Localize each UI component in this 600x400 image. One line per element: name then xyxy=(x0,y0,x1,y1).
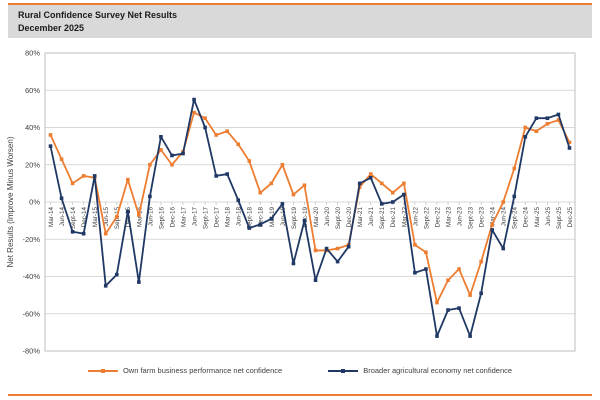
svg-text:Dec-19: Dec-19 xyxy=(302,207,309,228)
svg-text:Sept-16: Sept-16 xyxy=(158,207,165,230)
svg-text:Mar-23: Mar-23 xyxy=(445,207,452,227)
svg-text:Dec-24: Dec-24 xyxy=(523,207,530,228)
legend-item-broader-economy: Broader agricultural economy net confide… xyxy=(328,366,512,375)
svg-text:Mar-17: Mar-17 xyxy=(180,207,187,227)
svg-text:Dec-21: Dec-21 xyxy=(390,207,397,228)
svg-text:Dec-17: Dec-17 xyxy=(214,207,221,228)
svg-text:Jun-15: Jun-15 xyxy=(103,207,110,227)
svg-text:Jun-20: Jun-20 xyxy=(324,207,331,227)
svg-text:Sept-18: Sept-18 xyxy=(247,207,254,230)
svg-text:Jun-14: Jun-14 xyxy=(59,207,66,227)
svg-text:Sept-19: Sept-19 xyxy=(291,207,298,230)
svg-text:80%: 80% xyxy=(25,49,40,58)
svg-text:Dec-25: Dec-25 xyxy=(567,207,574,228)
svg-text:0%: 0% xyxy=(29,198,40,207)
legend-label-broader-economy: Broader agricultural economy net confide… xyxy=(363,366,513,375)
svg-text:-40%: -40% xyxy=(22,272,40,281)
top-accent-rule xyxy=(8,3,592,5)
svg-text:Net Results (Improve Minus Wor: Net Results (Improve Minus Worsen) xyxy=(6,136,15,267)
svg-text:20%: 20% xyxy=(25,160,40,169)
svg-text:Mar-21: Mar-21 xyxy=(357,207,364,227)
svg-text:-60%: -60% xyxy=(22,309,40,318)
svg-text:Sept-25: Sept-25 xyxy=(556,207,563,230)
title-banner: Rural Confidence Survey Net Results Dece… xyxy=(8,5,592,38)
svg-text:Jun-16: Jun-16 xyxy=(147,207,154,227)
svg-text:Jun-17: Jun-17 xyxy=(191,207,198,227)
svg-text:Sept-21: Sept-21 xyxy=(379,207,386,230)
svg-text:Mar-18: Mar-18 xyxy=(225,207,232,227)
svg-text:60%: 60% xyxy=(25,86,40,95)
svg-text:Sept-20: Sept-20 xyxy=(335,207,342,230)
chart-svg: 80% 60% 40% 20% 0% -20% -40% -60% -80% Net Result… xyxy=(6,49,576,356)
svg-text:-80%: -80% xyxy=(22,347,40,356)
svg-text:Jun-18: Jun-18 xyxy=(236,207,243,227)
chart-subtitle: December 2025 xyxy=(18,22,85,33)
chart-area: 80% 60% 40% 20% 0% -20% -40% -60% -80% Net Result… xyxy=(0,44,600,360)
svg-text:Dec-23: Dec-23 xyxy=(479,207,486,228)
legend-swatch-own-farm xyxy=(87,367,118,375)
svg-text:Jun-21: Jun-21 xyxy=(368,207,375,227)
svg-text:-20%: -20% xyxy=(22,235,40,244)
svg-text:Jun-19: Jun-19 xyxy=(280,207,287,227)
svg-text:Mar-15: Mar-15 xyxy=(92,207,99,227)
svg-text:Mar-24: Mar-24 xyxy=(490,207,497,227)
svg-text:Mar-20: Mar-20 xyxy=(313,207,320,227)
svg-text:Sept-22: Sept-22 xyxy=(423,207,430,230)
svg-text:Dec-20: Dec-20 xyxy=(346,207,353,228)
svg-text:Sept-17: Sept-17 xyxy=(203,207,210,230)
svg-text:Dec-18: Dec-18 xyxy=(258,207,265,228)
legend-item-own-farm: Own farm business performance net confid… xyxy=(87,366,283,375)
svg-text:Mar-22: Mar-22 xyxy=(401,207,408,227)
bottom-accent-rule xyxy=(8,394,592,396)
svg-text:Mar-25: Mar-25 xyxy=(534,207,541,227)
svg-text:Jun-24: Jun-24 xyxy=(501,207,508,227)
svg-text:Dec-22: Dec-22 xyxy=(434,207,441,228)
svg-text:40%: 40% xyxy=(25,123,40,132)
svg-text:Sept-14: Sept-14 xyxy=(70,207,77,230)
svg-text:Dec-16: Dec-16 xyxy=(169,207,176,228)
svg-text:Jun-25: Jun-25 xyxy=(545,207,552,227)
svg-text:Dec-14: Dec-14 xyxy=(81,207,88,228)
legend-label-own-farm: Own farm business performance net confid… xyxy=(122,366,283,375)
svg-text:Sept-24: Sept-24 xyxy=(512,207,519,230)
chart-legend: Own farm business performance net confid… xyxy=(0,366,600,375)
svg-text:Jun-23: Jun-23 xyxy=(456,207,463,227)
chart-title: Rural Confidence Survey Net Results xyxy=(18,9,178,20)
svg-text:Jun-22: Jun-22 xyxy=(412,207,419,227)
svg-text:Mar-14: Mar-14 xyxy=(48,207,55,227)
legend-swatch-broader-economy xyxy=(328,367,359,375)
svg-text:Sept-23: Sept-23 xyxy=(468,207,475,230)
